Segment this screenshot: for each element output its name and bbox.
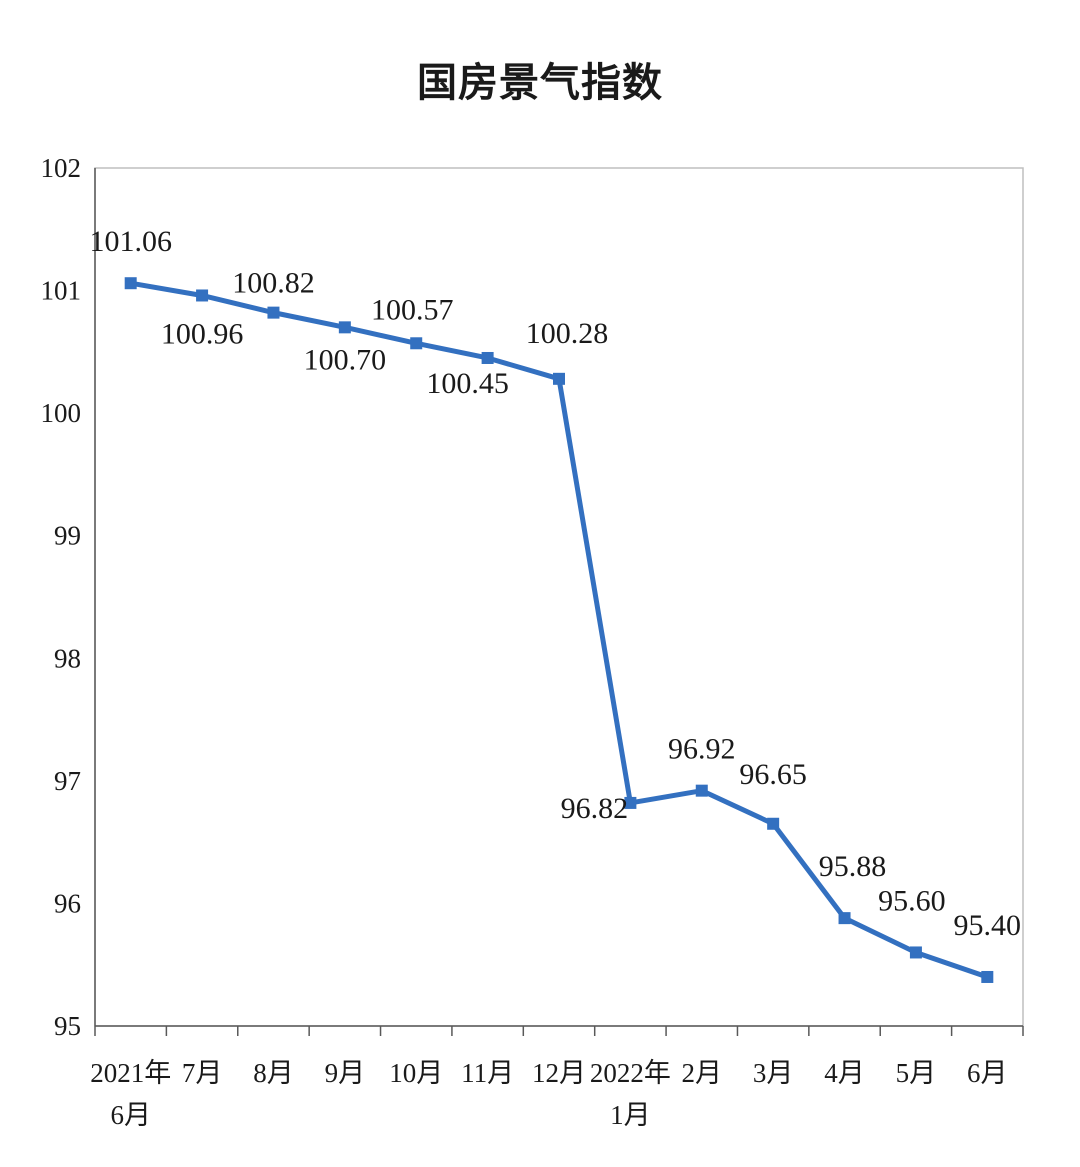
data-labels: 101.06 100.96 100.82 100.70 100.57 100.45 100.… — [89, 225, 1021, 942]
data-label: 96.82 — [561, 792, 629, 825]
chart-title: 国房景气指数 — [417, 60, 663, 106]
x-tick-label: 1月 — [610, 1100, 651, 1130]
data-label: 95.88 — [819, 850, 887, 883]
y-tick-label: 95 — [54, 1011, 81, 1041]
data-series — [124, 277, 994, 983]
data-point-marker — [481, 351, 494, 364]
x-tick-label: 7月 — [182, 1058, 223, 1088]
data-label: 100.96 — [161, 317, 244, 350]
y-tick-label: 100 — [41, 398, 82, 428]
x-tick-label: 2022年 — [590, 1058, 671, 1088]
x-tick-label: 8月 — [253, 1058, 294, 1088]
x-tick-label: 10月 — [389, 1058, 443, 1088]
x-tick-label: 5月 — [896, 1058, 937, 1088]
x-tick-label: 9月 — [325, 1058, 366, 1088]
x-tick-label: 2021年 — [90, 1058, 171, 1088]
x-tick-label: 4月 — [824, 1058, 865, 1088]
data-label: 100.57 — [371, 293, 454, 326]
y-tick-label: 99 — [54, 521, 81, 551]
data-label: 96.65 — [739, 758, 807, 791]
x-tick-label: 3月 — [753, 1058, 794, 1088]
y-tick-label: 98 — [54, 643, 81, 673]
y-tick-label: 97 — [54, 766, 81, 796]
data-point-marker — [767, 817, 780, 830]
data-point-marker — [553, 372, 565, 385]
data-label: 96.92 — [668, 733, 736, 766]
data-point-marker — [124, 277, 137, 290]
x-tick-label: 2月 — [682, 1058, 723, 1088]
data-label: 100.70 — [304, 343, 387, 376]
x-tick-label: 12月 — [532, 1058, 586, 1088]
y-tick-labels: 95 96 97 98 99 100 101 102 — [41, 153, 82, 1041]
data-point-marker — [338, 321, 351, 334]
data-label: 101.06 — [89, 225, 172, 258]
data-label: 100.45 — [426, 367, 509, 400]
y-tick-label: 102 — [41, 153, 82, 183]
y-tick-label: 96 — [54, 888, 81, 918]
data-point-marker — [267, 306, 280, 319]
x-tick-labels: 2021年 6月 7月 8月 9月 10月 11月 12月 2022年 1月 2月 3月 4月 5月 6月 — [90, 1058, 1007, 1130]
data-point-marker — [909, 946, 922, 959]
data-point-marker — [196, 289, 209, 302]
data-point-marker — [624, 796, 637, 809]
data-point-marker — [410, 337, 423, 350]
data-label: 100.28 — [526, 317, 609, 350]
data-label: 100.82 — [232, 267, 315, 300]
chart-axes — [94, 167, 1024, 1036]
data-point-marker — [695, 784, 708, 797]
data-point-marker — [981, 970, 994, 983]
x-tick-label: 11月 — [461, 1058, 514, 1088]
x-tick-label: 6月 — [110, 1100, 151, 1130]
data-label: 95.60 — [878, 884, 946, 917]
data-point-marker — [838, 912, 851, 925]
y-tick-label: 101 — [41, 276, 82, 306]
x-tick-label: 6月 — [967, 1058, 1008, 1088]
data-label: 95.40 — [954, 909, 1022, 942]
